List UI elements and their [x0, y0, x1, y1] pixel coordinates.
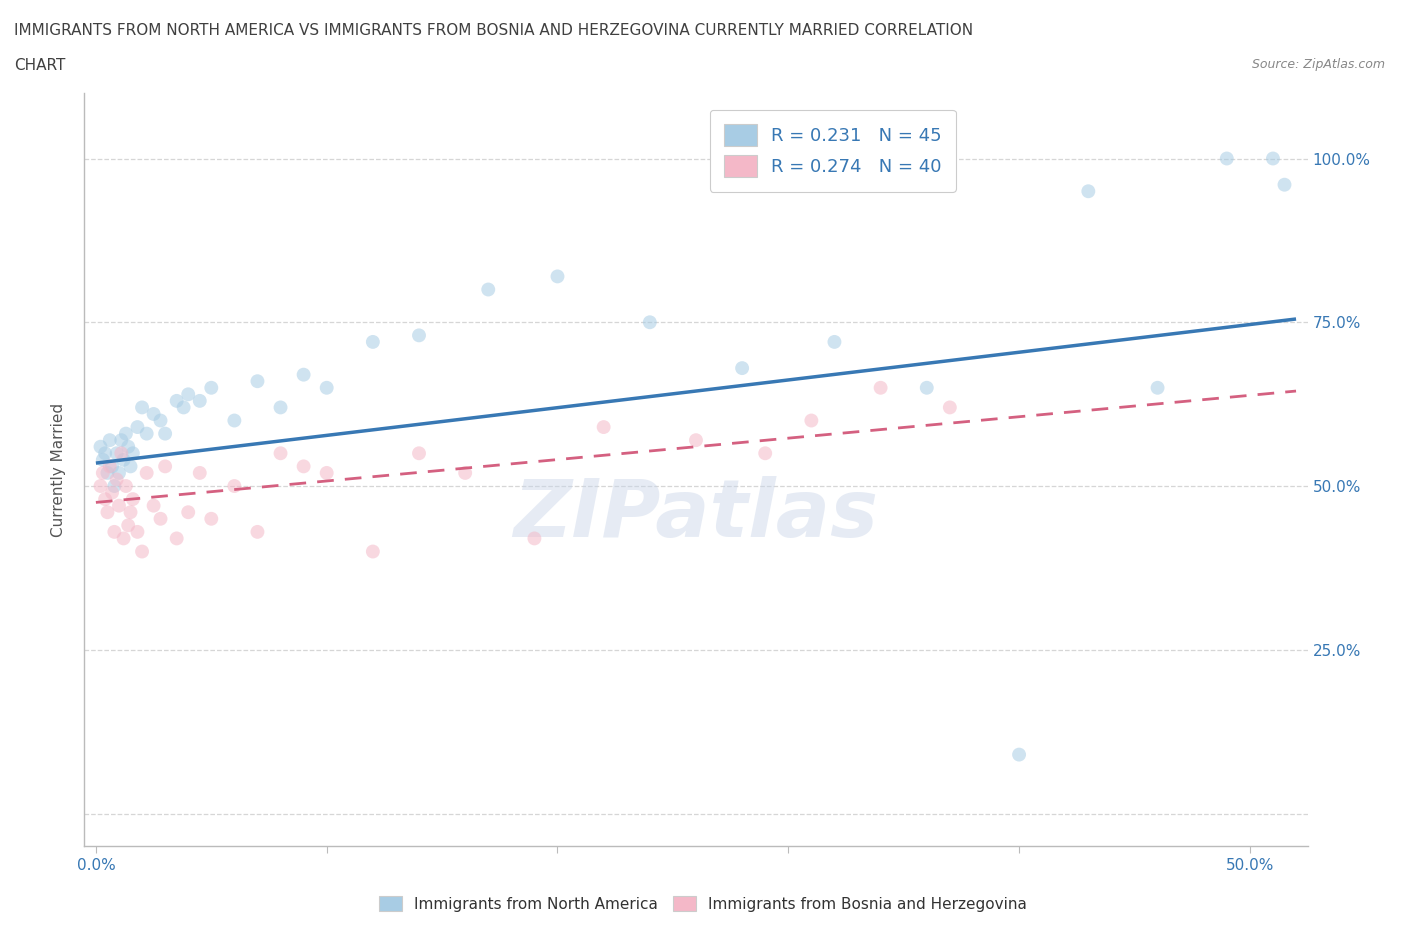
Point [149, 512, 172, 526]
Point [177, 505, 200, 520]
Point [96, 466, 118, 481]
Point [135, 426, 157, 441]
Legend: R = 0.231   N = 45, R = 0.274   N = 40: R = 0.231 N = 45, R = 0.274 N = 40 [710, 110, 956, 192]
Point [224, 413, 246, 428]
Point [592, 419, 614, 434]
Point [117, 518, 139, 533]
Point [89, 479, 111, 494]
Point [638, 315, 661, 330]
Point [105, 472, 128, 487]
Point [731, 361, 754, 376]
Point [408, 445, 430, 460]
Point [361, 544, 384, 559]
Point [188, 393, 211, 408]
Point [166, 393, 188, 408]
Text: Source: ZipAtlas.com: Source: ZipAtlas.com [1251, 58, 1385, 71]
Point [361, 335, 384, 350]
Point [800, 413, 823, 428]
Point [1216, 151, 1239, 166]
Point [685, 432, 707, 447]
Point [547, 269, 569, 284]
Point [96, 505, 118, 520]
Point [98, 458, 121, 473]
Point [292, 367, 315, 382]
Point [121, 492, 143, 507]
Point [939, 400, 962, 415]
Point [754, 445, 776, 460]
Point [270, 400, 292, 415]
Point [112, 452, 135, 467]
Point [1261, 151, 1284, 166]
Point [131, 544, 153, 559]
Point [101, 458, 124, 473]
Point [103, 525, 125, 539]
Point [115, 479, 138, 494]
Point [200, 380, 222, 395]
Point [315, 466, 337, 481]
Point [153, 458, 176, 473]
Point [94, 492, 117, 507]
Point [246, 525, 269, 539]
Point [108, 466, 131, 481]
Point [1008, 747, 1031, 762]
Point [200, 512, 222, 526]
Point [1077, 184, 1099, 199]
Point [115, 426, 138, 441]
Point [120, 505, 142, 520]
Point [454, 466, 477, 481]
Point [869, 380, 891, 395]
Point [94, 445, 117, 460]
Point [142, 498, 165, 513]
Point [408, 328, 430, 343]
Point [103, 479, 125, 494]
Point [1146, 380, 1168, 395]
Point [173, 400, 195, 415]
Point [246, 374, 269, 389]
Text: CHART: CHART [14, 58, 66, 73]
Point [315, 380, 337, 395]
Point [149, 413, 172, 428]
Point [98, 432, 121, 447]
Point [105, 445, 128, 460]
Point [823, 335, 845, 350]
Point [131, 400, 153, 415]
Point [292, 458, 315, 473]
Point [108, 498, 131, 513]
Point [177, 387, 200, 402]
Point [270, 445, 292, 460]
Point [101, 485, 124, 500]
Point [477, 282, 499, 297]
Point [121, 445, 143, 460]
Point [110, 432, 132, 447]
Point [523, 531, 546, 546]
Point [142, 406, 165, 421]
Point [135, 466, 157, 481]
Point [153, 426, 176, 441]
Point [127, 419, 149, 434]
Text: ZIPatlas: ZIPatlas [513, 476, 879, 554]
Point [110, 445, 132, 460]
Point [127, 525, 149, 539]
Point [91, 452, 114, 467]
Point [166, 531, 188, 546]
Text: IMMIGRANTS FROM NORTH AMERICA VS IMMIGRANTS FROM BOSNIA AND HERZEGOVINA CURRENTL: IMMIGRANTS FROM NORTH AMERICA VS IMMIGRA… [14, 23, 973, 38]
Point [117, 439, 139, 454]
Point [120, 458, 142, 473]
Point [188, 466, 211, 481]
Point [91, 466, 114, 481]
Y-axis label: Currently Married: Currently Married [51, 403, 66, 537]
Point [915, 380, 938, 395]
Point [112, 531, 135, 546]
Point [1274, 178, 1296, 193]
Point [89, 439, 111, 454]
Point [224, 479, 246, 494]
Legend: Immigrants from North America, Immigrants from Bosnia and Herzegovina: Immigrants from North America, Immigrant… [373, 889, 1033, 918]
